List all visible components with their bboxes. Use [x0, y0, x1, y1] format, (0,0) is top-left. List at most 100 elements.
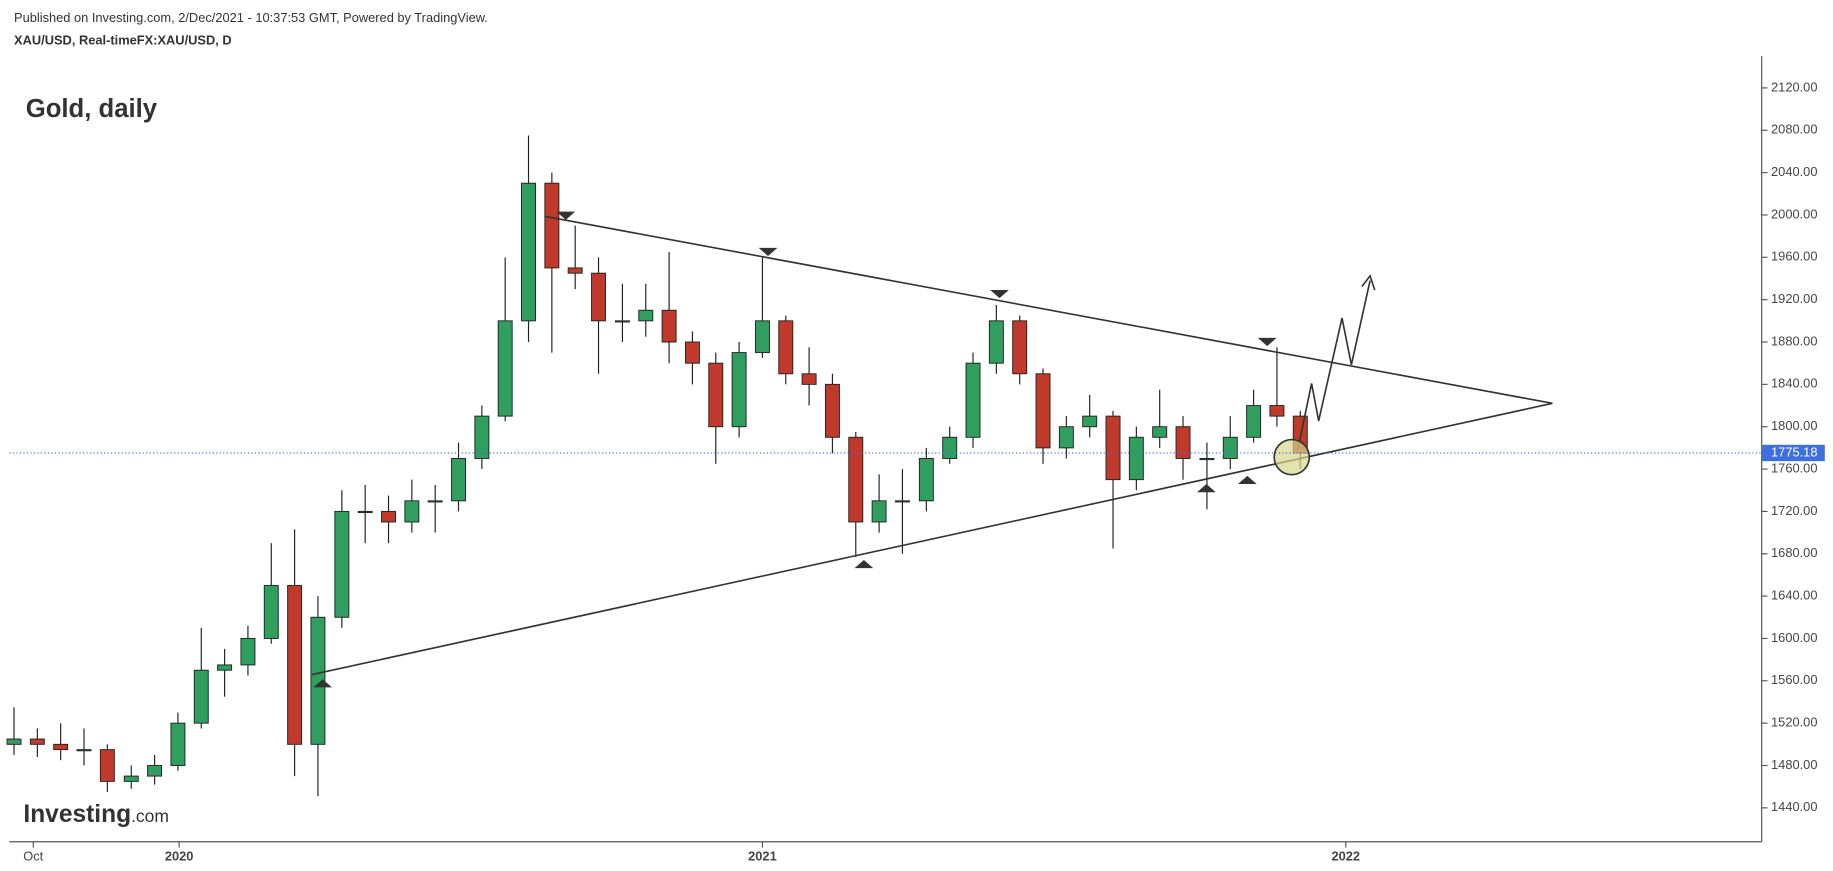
source-note: Published on Investing.com, 2/Dec/2021 -… — [14, 10, 488, 25]
marker — [1197, 484, 1216, 493]
arrow-head — [1361, 274, 1376, 291]
logo: Investing.com — [23, 801, 169, 828]
candle-body — [123, 775, 139, 782]
logo-suffix: .com — [131, 806, 169, 826]
candle-body — [708, 362, 724, 428]
marker — [990, 289, 1009, 299]
y-tick-label: 1560.00 — [1771, 672, 1817, 687]
candle-body — [1269, 405, 1285, 417]
candle-body — [1035, 373, 1051, 449]
candle-body — [591, 272, 606, 322]
candle-body — [1199, 458, 1215, 461]
trend-line — [311, 402, 1553, 676]
candle-body — [76, 749, 92, 752]
candle-body — [894, 500, 910, 503]
y-tick-label: 1600.00 — [1771, 630, 1817, 645]
y-tick-label: 1440.00 — [1771, 799, 1817, 814]
candle-body — [521, 182, 536, 322]
candle-body — [240, 637, 256, 666]
chart-title: Gold, daily — [26, 95, 158, 123]
y-tick-label: 2120.00 — [1771, 79, 1817, 94]
last-price-label: 1775.18 — [1771, 444, 1817, 459]
y-tick-label: 1520.00 — [1771, 715, 1817, 730]
candle-body — [29, 738, 45, 745]
y-tick-label: 1960.00 — [1771, 249, 1817, 264]
x-tick-label: Oct — [23, 848, 43, 863]
marker — [758, 247, 778, 257]
candle-body — [1246, 405, 1262, 438]
candle-body — [1222, 436, 1238, 459]
candle-body — [614, 320, 630, 323]
candle-body — [6, 738, 22, 745]
candle-body — [1012, 320, 1028, 375]
candle-body — [287, 585, 303, 745]
candle-body — [334, 510, 350, 618]
candle-body — [544, 182, 560, 269]
marker — [556, 211, 576, 220]
candle-body — [942, 436, 958, 459]
pattern-drawing — [311, 215, 1553, 676]
y-tick-label: 1840.00 — [1771, 376, 1817, 391]
y-tick-label: 1640.00 — [1771, 587, 1817, 602]
candle-body — [1105, 415, 1121, 481]
candle-body — [778, 320, 794, 375]
candle-body — [451, 458, 466, 502]
marker — [313, 679, 332, 688]
candle-body — [193, 669, 209, 724]
highlight-circle — [1273, 438, 1311, 476]
candle-body — [801, 373, 817, 385]
candle-body — [1175, 426, 1191, 459]
candle-body — [381, 510, 396, 523]
candle-body — [99, 749, 115, 782]
candle-body — [918, 458, 934, 502]
candles — [6, 135, 1308, 797]
trend-line — [544, 215, 1553, 405]
candle-body — [731, 352, 747, 428]
candle-body — [661, 309, 677, 343]
candle-body — [1082, 415, 1098, 428]
y-tick-label: 1720.00 — [1771, 503, 1817, 518]
y-tick-label: 1480.00 — [1771, 757, 1817, 772]
symbol: XAU/USD, Real-timeFX:XAU/USD, D — [14, 32, 232, 47]
y-tick-label: 1800.00 — [1771, 418, 1817, 433]
candle-body — [53, 743, 69, 751]
candle-body — [497, 320, 513, 417]
candle-body — [170, 722, 186, 766]
y-tick-label: 2000.00 — [1771, 206, 1817, 221]
candle-body — [357, 510, 373, 514]
x-tick-label: 2020 — [165, 848, 194, 863]
marker — [854, 559, 874, 569]
candle-body — [147, 765, 163, 777]
pivot-markers — [313, 211, 1277, 688]
logo-main: Investing — [23, 801, 131, 828]
y-tick-label: 1920.00 — [1771, 291, 1817, 306]
candle-body — [217, 664, 233, 671]
candle-body — [871, 500, 887, 523]
last-price-box — [1761, 444, 1825, 462]
candle-body — [263, 585, 279, 639]
candle-body — [965, 362, 981, 438]
candle-body — [404, 500, 420, 523]
candle-body — [1058, 426, 1074, 449]
candle-body — [1128, 436, 1144, 481]
projection-path — [1296, 280, 1371, 451]
y-tick-label: 1760.00 — [1771, 460, 1817, 475]
x-tick-label: 2022 — [1331, 848, 1360, 863]
candle-body — [427, 500, 443, 503]
y-tick-label: 1880.00 — [1771, 333, 1817, 348]
candle-body — [310, 616, 326, 745]
candle-body — [638, 309, 654, 322]
candle-body — [567, 267, 583, 274]
y-tick-label: 2080.00 — [1771, 122, 1817, 137]
marker — [1257, 337, 1277, 347]
candle-body — [754, 320, 770, 354]
candle-body — [988, 320, 1004, 364]
candle-body — [848, 436, 864, 523]
y-tick-label: 1680.00 — [1771, 545, 1817, 560]
y-tick-label: 2040.00 — [1771, 164, 1817, 179]
candle-body — [1152, 426, 1168, 438]
candle-body — [474, 415, 490, 459]
candle-body — [824, 383, 840, 438]
